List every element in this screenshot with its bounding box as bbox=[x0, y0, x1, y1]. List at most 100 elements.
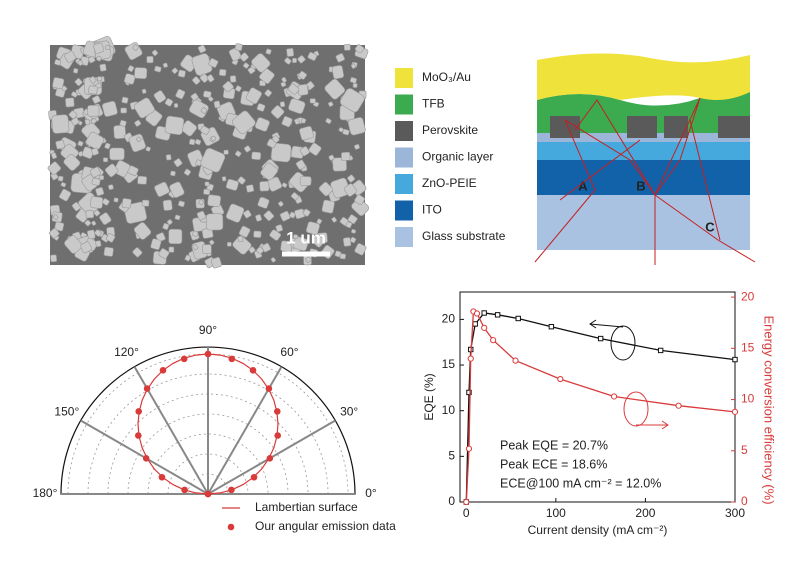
data-marker bbox=[467, 355, 474, 362]
point-label: C bbox=[705, 219, 715, 234]
grain bbox=[260, 162, 279, 181]
grain bbox=[196, 210, 206, 221]
grain bbox=[206, 74, 215, 83]
grain bbox=[132, 247, 143, 258]
grain bbox=[221, 176, 227, 182]
grain bbox=[90, 196, 104, 209]
data-marker bbox=[494, 312, 501, 318]
grain bbox=[132, 44, 139, 51]
grain bbox=[223, 149, 229, 155]
grain bbox=[210, 135, 217, 142]
light-ray bbox=[559, 139, 641, 201]
grain bbox=[342, 128, 350, 136]
grain bbox=[54, 59, 62, 66]
grain bbox=[200, 107, 208, 114]
grain bbox=[102, 198, 110, 206]
data-point bbox=[228, 486, 235, 494]
grain bbox=[90, 118, 97, 125]
grain bbox=[85, 131, 105, 150]
data-point bbox=[228, 355, 236, 363]
data-marker bbox=[597, 335, 604, 342]
grain bbox=[119, 119, 127, 127]
grain bbox=[354, 243, 367, 256]
perovskite-block bbox=[718, 116, 750, 138]
grain bbox=[165, 154, 172, 161]
grain bbox=[350, 63, 356, 69]
legend-label: MoO₃/Au bbox=[422, 70, 471, 84]
grain bbox=[237, 235, 244, 243]
y-tick-label: 0 bbox=[448, 494, 455, 508]
grain bbox=[68, 110, 78, 120]
grain bbox=[155, 232, 166, 243]
data-point bbox=[250, 473, 258, 481]
grain bbox=[77, 60, 84, 66]
grain bbox=[254, 117, 270, 132]
grain bbox=[352, 83, 358, 88]
grain bbox=[87, 55, 96, 64]
grain bbox=[229, 75, 237, 83]
grain bbox=[281, 76, 287, 83]
polar-frame bbox=[60, 346, 356, 495]
grain bbox=[204, 181, 210, 187]
data-point bbox=[204, 490, 212, 498]
grain bbox=[51, 114, 70, 134]
grain bbox=[226, 241, 232, 247]
grain bbox=[164, 115, 185, 136]
grain bbox=[270, 105, 285, 119]
perovskite-block bbox=[627, 116, 657, 138]
grain bbox=[153, 90, 167, 104]
grain bbox=[251, 53, 271, 73]
grain bbox=[65, 97, 75, 108]
legend-swatch bbox=[395, 227, 413, 247]
grain bbox=[239, 52, 249, 62]
data-marker bbox=[610, 393, 618, 400]
grain bbox=[99, 212, 112, 225]
grain bbox=[347, 174, 356, 183]
grain bbox=[343, 44, 351, 51]
grain bbox=[297, 55, 306, 64]
theta-tick-label: 60° bbox=[280, 345, 298, 359]
legend-label: Perovskite bbox=[422, 123, 478, 137]
data-marker bbox=[465, 445, 473, 452]
grain bbox=[349, 236, 357, 244]
grain bbox=[145, 146, 151, 152]
grain bbox=[50, 152, 58, 160]
grain bbox=[71, 91, 78, 98]
x-tick-label: 0 bbox=[463, 506, 470, 520]
grain bbox=[235, 85, 242, 92]
grain bbox=[222, 81, 234, 93]
grain bbox=[299, 146, 310, 157]
legend-swatch bbox=[395, 200, 413, 221]
y-tick-label: 10 bbox=[442, 403, 456, 417]
grain bbox=[168, 246, 175, 253]
grain bbox=[50, 254, 58, 263]
grain bbox=[92, 95, 101, 104]
grain bbox=[307, 52, 318, 61]
grain bbox=[259, 181, 270, 192]
annotation: Peak ECE = 18.6% bbox=[500, 457, 607, 471]
grain bbox=[71, 202, 81, 212]
grain bbox=[288, 98, 306, 114]
grain bbox=[123, 73, 136, 85]
polar-circle bbox=[67, 353, 349, 495]
y-axis-label: EQE (%) bbox=[422, 373, 436, 420]
legend-marker bbox=[227, 523, 235, 531]
grain bbox=[121, 96, 129, 104]
grain bbox=[316, 218, 323, 225]
light-ray bbox=[563, 118, 656, 196]
grain bbox=[168, 228, 183, 245]
indicator-arrow bbox=[589, 319, 624, 329]
grain bbox=[210, 257, 222, 269]
grain bbox=[305, 221, 320, 235]
grain bbox=[128, 133, 146, 153]
grain bbox=[311, 234, 325, 248]
grain bbox=[91, 220, 97, 226]
grain bbox=[335, 53, 345, 63]
grain bbox=[84, 219, 92, 227]
grain bbox=[54, 221, 65, 232]
x-tick-label: 200 bbox=[635, 506, 655, 520]
grain bbox=[133, 97, 155, 119]
grain bbox=[299, 126, 314, 141]
grain bbox=[141, 199, 150, 207]
data-point bbox=[273, 408, 281, 415]
